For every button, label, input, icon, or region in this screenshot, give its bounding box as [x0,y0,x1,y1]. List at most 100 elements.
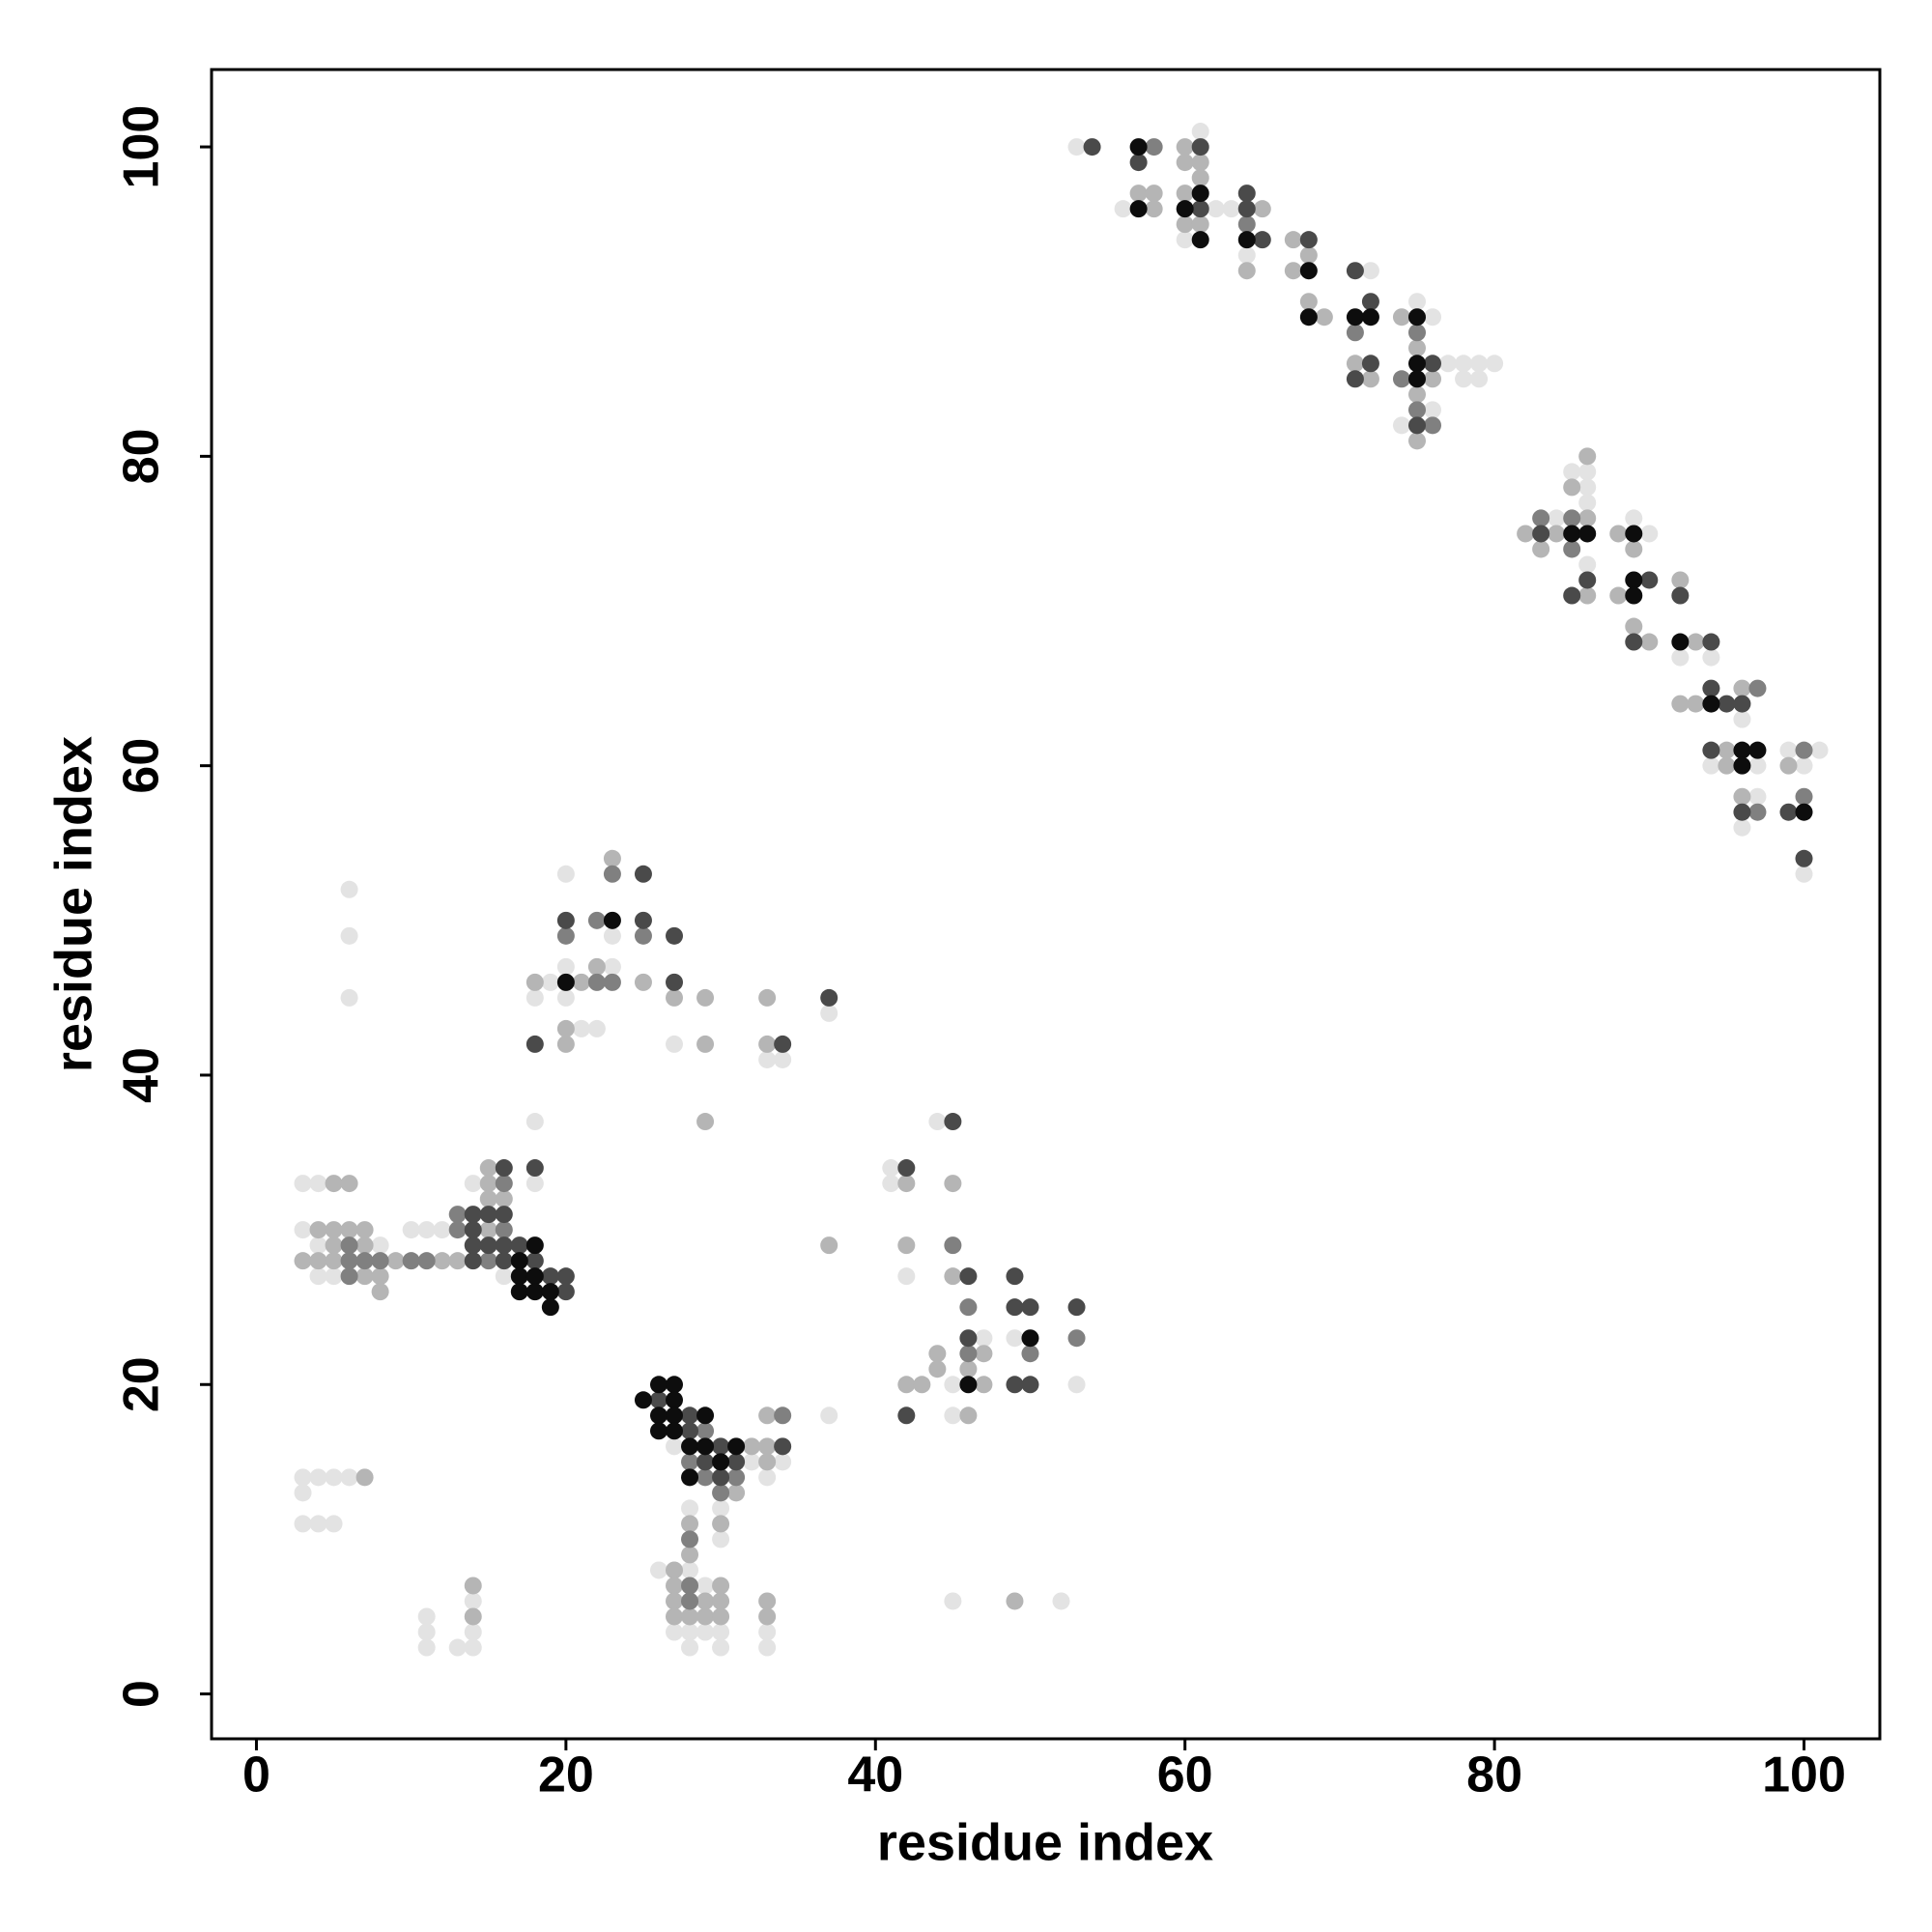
point [1222,200,1240,218]
point [1407,370,1426,388]
x-tick-label: 80 [1466,1747,1522,1804]
x-tick-label: 0 [242,1747,270,1804]
point [479,1175,497,1193]
point [897,1376,916,1394]
point [1191,138,1209,156]
point [696,988,715,1007]
x-tick-label: 60 [1157,1747,1213,1804]
point [1237,200,1256,218]
point [712,1577,730,1595]
point [603,865,621,883]
point [1424,355,1442,373]
point [774,1453,792,1471]
point [464,1206,482,1224]
point [696,1623,715,1641]
point [634,911,652,929]
point [758,1437,777,1456]
point [897,1159,916,1178]
point [944,1267,962,1286]
point [1129,138,1148,156]
point [1392,308,1410,327]
point [681,1453,699,1471]
point [696,1035,715,1053]
point [1455,370,1473,388]
point [495,1175,513,1193]
point [464,1623,482,1641]
point [1021,1298,1039,1317]
point [681,1561,699,1579]
point [1795,787,1813,806]
point [340,1236,358,1255]
point [696,1422,715,1440]
point [681,1437,699,1456]
point [634,973,652,991]
point [526,973,544,991]
point [1145,200,1163,218]
point [1578,586,1597,605]
point [1176,231,1194,249]
point [666,1391,684,1409]
point [355,1252,374,1270]
point [309,1252,327,1270]
point [1748,741,1767,759]
point [325,1468,343,1487]
point [1671,695,1690,713]
point [1563,525,1581,543]
point [649,1406,668,1425]
point [1795,865,1813,883]
point [1207,200,1225,218]
point [1253,200,1271,218]
point [1733,787,1751,806]
point [1578,447,1597,466]
point [526,1035,544,1053]
point [479,1159,497,1178]
point [325,1515,343,1533]
point [1563,509,1581,527]
point [1067,138,1086,156]
point [681,1530,699,1548]
point [1578,571,1597,589]
point [712,1484,730,1502]
point [1702,648,1720,667]
point [681,1638,699,1657]
point [1237,215,1256,234]
point [294,1221,312,1239]
point [1578,463,1597,481]
point [681,1577,699,1595]
point [681,1422,699,1440]
point [1748,756,1767,775]
point [1424,308,1442,327]
plot-frame [210,68,1882,1741]
point [1625,633,1643,651]
point [1299,246,1318,265]
point [355,1221,374,1239]
point [294,1515,312,1533]
point [1299,308,1318,327]
point [649,1391,668,1409]
point [541,1267,559,1286]
point [712,1607,730,1626]
point [1191,185,1209,203]
point [928,1113,947,1131]
point [1702,741,1720,759]
point [944,1175,962,1193]
point [325,1236,343,1255]
point [712,1515,730,1533]
point [959,1360,978,1378]
point [727,1468,746,1487]
point [587,911,606,929]
point [820,1236,838,1255]
point [666,1437,684,1456]
point [1067,1329,1086,1348]
point [666,1406,684,1425]
point [1191,169,1209,187]
point [526,988,544,1007]
point [526,1175,544,1193]
point [743,1453,761,1471]
point [1578,555,1597,574]
point [944,1236,962,1255]
point [479,1221,497,1239]
point [727,1437,746,1456]
point [1671,586,1690,605]
point [603,911,621,929]
